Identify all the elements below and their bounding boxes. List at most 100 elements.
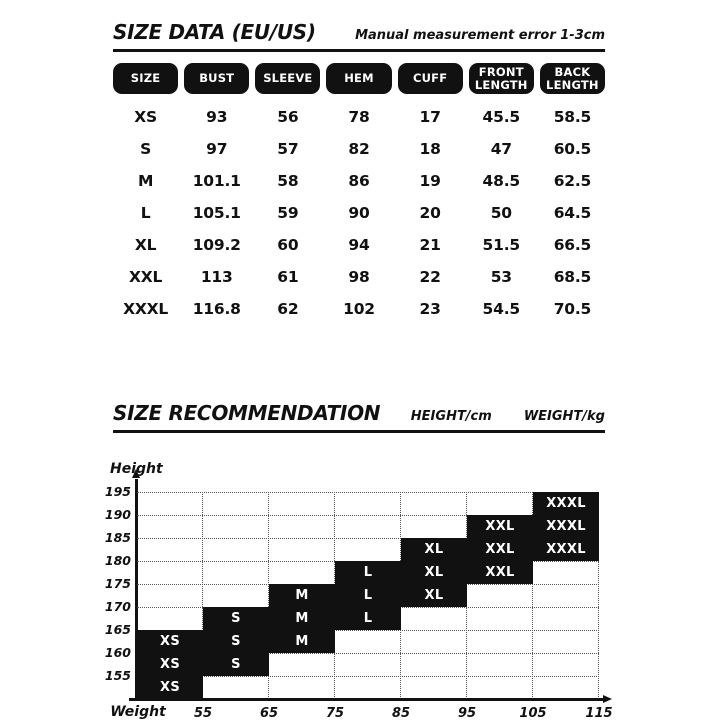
measurement-value: 54.5	[482, 300, 521, 318]
x-tick-115: 115	[585, 706, 613, 720]
chart-plot-area: XXXL XXL XXXL XL XXL XXXL L XL XXL M L XL S M L XS S M XS S…	[137, 492, 599, 699]
horizontal-gridline	[137, 492, 599, 493]
measurement-value: 20	[419, 204, 441, 222]
x-tick-105: 105	[519, 706, 547, 720]
x-tick-55: 55	[193, 706, 213, 720]
chart-cell-s-5-1: S	[203, 607, 269, 630]
measurement-value: 102	[343, 300, 375, 318]
size-label: XS	[134, 108, 157, 126]
size-label: M	[137, 172, 154, 190]
column-header-bust: BUST	[184, 63, 250, 94]
chart-cell-s-7-1: S	[203, 653, 269, 676]
horizontal-gridline	[137, 538, 599, 539]
size-row-l: L 105.1 59 90 20 50 64.5	[113, 197, 605, 229]
y-tick-165: 165	[104, 622, 131, 637]
measurement-value: 64.5	[553, 204, 592, 222]
measurement-value: 86	[348, 172, 370, 190]
chart-cell-l-4-3: L	[335, 584, 401, 607]
chart-cell-l-5-3: L	[335, 607, 401, 630]
y-axis-line	[135, 479, 138, 700]
measurement-value: 50	[490, 204, 512, 222]
measurement-value: 51.5	[482, 236, 521, 254]
column-header-sleeve: SLEEVE	[255, 63, 321, 94]
chart-cell-xs-8-0: XS	[137, 676, 203, 699]
section-divider	[113, 49, 605, 52]
column-header-cuff: CUFF	[397, 63, 463, 94]
measurement-value: 109.2	[192, 236, 241, 254]
y-tick-170: 170	[104, 599, 131, 614]
measurement-value: 59	[277, 204, 299, 222]
measurement-value: 66.5	[553, 236, 592, 254]
measurement-value: 48.5	[482, 172, 521, 190]
measurement-value: 90	[348, 204, 370, 222]
measurement-value: 47	[490, 140, 512, 158]
column-header-front-length: FRONT LENGTH	[468, 63, 534, 94]
measurement-value: 68.5	[553, 268, 592, 286]
size-data-title: SIZE DATA (EU/US)	[113, 20, 316, 44]
chart-cell-m-5-2: M	[269, 607, 335, 630]
column-header-back-length: BACK LENGTH	[539, 63, 605, 94]
measurement-value: 113	[200, 268, 233, 286]
measurement-value: 57	[277, 140, 299, 158]
measurement-value: 58.5	[553, 108, 592, 126]
size-recommendation-chart: Height XXXL XXL XXXL XL XXL XXXL L XL XXL M L XL S M L…	[105, 453, 613, 720]
x-tick-85: 85	[391, 706, 411, 720]
measurement-value: 17	[419, 108, 441, 126]
size-row-m: M 101.1 58 86 19 48.5 62.5	[113, 165, 605, 197]
measurement-value: 53	[490, 268, 512, 286]
chart-cell-xl-2-4: XL	[401, 538, 467, 561]
vertical-gridline	[532, 492, 533, 699]
size-recommendation-title: SIZE RECOMMENDATION	[113, 401, 381, 425]
horizontal-gridline	[137, 515, 599, 516]
x-axis-line	[129, 698, 605, 701]
size-label: XXL	[128, 268, 163, 286]
chart-cell-xxxl-2-6: XXXL	[533, 538, 599, 561]
horizontal-gridline	[137, 676, 599, 677]
x-axis-title: Weight	[110, 704, 166, 720]
y-tick-180: 180	[104, 553, 131, 568]
measurement-value: 58	[277, 172, 299, 190]
size-data-header: SIZE DATA (EU/US) Manual measurement err…	[113, 8, 605, 44]
measurement-value: 98	[348, 268, 370, 286]
horizontal-gridline	[137, 630, 599, 631]
chart-cell-l-3-3: L	[335, 561, 401, 584]
y-tick-175: 175	[104, 576, 131, 591]
size-label: XL	[134, 236, 157, 254]
measurement-value: 45.5	[482, 108, 521, 126]
measurement-value: 78	[348, 108, 370, 126]
chart-cell-xs-7-0: XS	[137, 653, 203, 676]
measurement-value: 105.1	[192, 204, 241, 222]
chart-cell-m-6-2: M	[269, 630, 335, 653]
y-tick-155: 155	[104, 668, 131, 683]
measurement-value: 61	[277, 268, 299, 286]
size-row-xxl: XXL 113 61 98 22 53 68.5	[113, 261, 605, 293]
measurement-value: 94	[348, 236, 370, 254]
y-tick-190: 190	[104, 507, 131, 522]
measurement-value: 60.5	[553, 140, 592, 158]
measurement-value: 97	[206, 140, 228, 158]
measurement-value: 22	[419, 268, 441, 286]
column-header-size: SIZE	[113, 63, 179, 94]
size-row-xs: XS 93 56 78 17 45.5 58.5	[113, 101, 605, 133]
measurement-value: 70.5	[553, 300, 592, 318]
size-table-header-row: SIZE BUST SLEEVE HEM CUFF FRONT LENGTH BACK LE…	[113, 63, 605, 94]
height-unit-label: HEIGHT/cm	[410, 409, 492, 424]
x-tick-65: 65	[259, 706, 279, 720]
size-label: L	[140, 204, 151, 222]
horizontal-gridline	[137, 653, 599, 654]
vertical-gridline	[268, 492, 269, 699]
vertical-gridline	[598, 492, 599, 699]
measurement-value: 56	[277, 108, 299, 126]
column-header-hem: HEM	[326, 63, 392, 94]
chart-cell-xl-4-4: XL	[401, 584, 467, 607]
measurement-value: 21	[419, 236, 441, 254]
measurement-value: 62	[277, 300, 299, 318]
size-data-section: SIZE DATA (EU/US) Manual measurement err…	[113, 8, 605, 325]
measurement-value: 82	[348, 140, 370, 158]
measurement-value: 18	[419, 140, 441, 158]
measurement-value: 60	[277, 236, 299, 254]
chart-cell-xxl-2-5: XXL	[467, 538, 533, 561]
measurement-value: 62.5	[553, 172, 592, 190]
size-row-s: S 97 57 82 18 47 60.5	[113, 133, 605, 165]
